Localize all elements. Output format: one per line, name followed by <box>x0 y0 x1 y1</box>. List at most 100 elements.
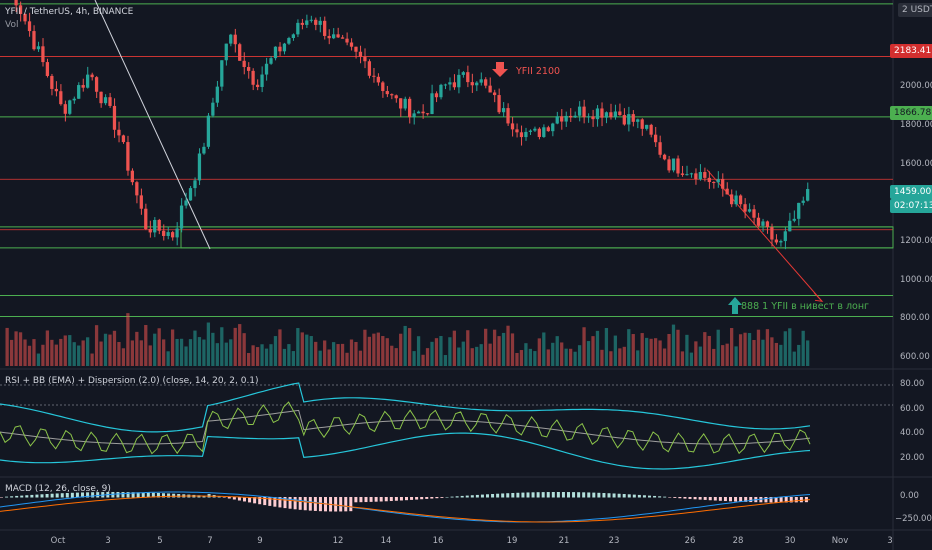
time-tick: 12 <box>332 536 344 546</box>
candle-body <box>721 179 725 189</box>
candle-body <box>425 113 430 115</box>
volume-bar <box>273 336 278 366</box>
macd-histogram-bar <box>35 494 39 498</box>
macd-histogram-bar <box>632 494 636 498</box>
sell-annotation-label: YFII 2100 <box>516 66 561 77</box>
candle-body <box>77 85 81 99</box>
macd-histogram-bar <box>577 492 581 498</box>
candle-body <box>238 44 242 61</box>
macd-histogram-bar <box>25 495 29 498</box>
volume-bar <box>551 342 555 366</box>
candle-body <box>779 241 783 243</box>
price-tick: 800.00 <box>900 313 930 323</box>
volume-bar <box>211 332 215 366</box>
candle-body <box>403 98 407 109</box>
volume-bar <box>653 338 658 366</box>
candle-body <box>528 130 533 132</box>
volume-bar <box>117 342 121 366</box>
volume-bar <box>282 348 287 366</box>
macd-histogram-bar <box>45 494 49 498</box>
macd-histogram-bar <box>683 497 687 499</box>
macd-histogram-bar <box>531 492 535 498</box>
candle-body <box>515 129 519 133</box>
macd-histogram-bar <box>0 497 3 498</box>
time-tick: 5 <box>157 536 163 546</box>
macd-histogram-bar <box>96 492 100 498</box>
macd-histogram-bar <box>799 497 803 503</box>
candle-body <box>470 82 474 86</box>
candle-body <box>63 104 67 114</box>
macd-histogram-bar <box>713 497 717 501</box>
macd-histogram-bar <box>405 497 408 501</box>
macd-histogram-bar <box>374 497 378 502</box>
candle-body <box>242 60 246 68</box>
candle-body <box>613 111 617 118</box>
volume-bar <box>367 336 372 366</box>
candle-body <box>14 0 18 6</box>
macd-histogram-bar <box>729 497 732 502</box>
candle-body <box>416 111 421 114</box>
volume-bar <box>390 345 394 366</box>
candle-body <box>560 116 564 122</box>
volume-bar <box>497 336 501 366</box>
candle-body <box>479 79 483 83</box>
candle-body <box>524 131 528 138</box>
candle-body <box>273 46 278 59</box>
macd-histogram-bar <box>698 497 702 500</box>
macd-histogram-bar <box>673 497 677 498</box>
volume-bar <box>94 325 99 366</box>
candle-body <box>340 37 345 39</box>
candle-body <box>743 204 747 212</box>
macd-histogram-bar <box>349 497 353 512</box>
volume-bar <box>327 349 331 366</box>
candle-body <box>519 132 524 138</box>
macd-histogram-bar <box>172 493 176 498</box>
volume-bar <box>515 352 519 366</box>
volume-bar <box>238 324 242 366</box>
candle-body <box>318 20 322 25</box>
candle-body <box>331 34 336 39</box>
macd-histogram-bar <box>678 497 682 499</box>
macd-histogram-bar <box>308 497 312 511</box>
volume-bar <box>721 345 725 366</box>
macd-histogram-bar <box>248 497 252 503</box>
candle-body <box>345 38 349 43</box>
volume-bar <box>783 331 787 366</box>
candle-body <box>117 129 121 136</box>
volume-bar <box>153 333 157 366</box>
macd-histogram-bar <box>232 497 236 500</box>
candle-body <box>135 182 139 196</box>
macd-histogram-bar <box>612 493 616 498</box>
macd-line <box>0 491 811 523</box>
macd-histogram-bar <box>668 497 672 498</box>
volume-bar <box>640 333 644 366</box>
macd-histogram-bar <box>116 492 120 498</box>
volume-bar <box>233 327 237 366</box>
macd-histogram-bar <box>136 492 140 498</box>
volume-bar <box>323 340 327 366</box>
macd-histogram-bar <box>617 493 621 498</box>
candle-body <box>103 97 108 104</box>
macd-histogram-bar <box>425 497 429 499</box>
candle-body <box>667 159 671 171</box>
macd-histogram-bar <box>40 494 44 498</box>
volume-bar <box>9 339 14 366</box>
candle-body <box>443 84 448 86</box>
volume-bar <box>676 329 680 366</box>
volume-bar <box>81 340 85 366</box>
volume-bar <box>466 330 470 366</box>
volume-bar <box>403 325 407 366</box>
volume-bar <box>439 336 443 366</box>
candle-body <box>54 88 58 92</box>
macd-histogram-bar <box>243 497 246 502</box>
macd-histogram-bar <box>258 497 262 505</box>
candle-body <box>600 108 604 118</box>
projection-arrowhead <box>813 292 824 302</box>
candle-body <box>197 153 202 181</box>
candle-body <box>730 194 734 205</box>
candle-body <box>475 82 479 86</box>
volume-bar <box>229 339 233 366</box>
candle-body <box>153 219 157 233</box>
